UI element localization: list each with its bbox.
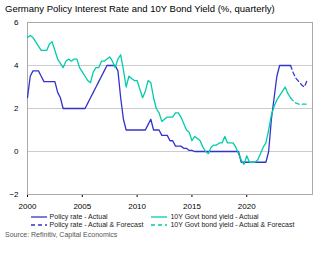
svg-text:6: 6 [14,18,19,27]
html-text:Germany Policy Interest Rate a: Germany Policy Interest Rate and 10Y Bon… [5,3,275,14]
html-text:Source: Refinitiv, Capital Eco: Source: Refinitiv, Capital Economics [5,231,118,238]
svg-text:2005: 2005 [73,202,91,211]
svg-text:2000: 2000 [19,202,37,211]
html-text:10Y Govt bond yield - Actual &: 10Y Govt bond yield - Actual & Forecast [170,221,295,228]
svg-text:2: 2 [14,104,19,113]
html-text:10Y Govt bond yield - Actual: 10Y Govt bond yield - Actual [170,213,259,220]
html-text:Policy rate - Actual & Forecas: Policy rate - Actual & Forecast [49,221,144,228]
svg-text:−2: −2 [9,190,19,199]
svg-text:4: 4 [14,61,19,70]
html-text:Policy rate - Actual: Policy rate - Actual [49,213,108,220]
svg-text:2015: 2015 [183,202,201,211]
svg-text:2010: 2010 [128,202,146,211]
svg-text:0: 0 [14,147,19,156]
svg-text:2020: 2020 [238,202,256,211]
